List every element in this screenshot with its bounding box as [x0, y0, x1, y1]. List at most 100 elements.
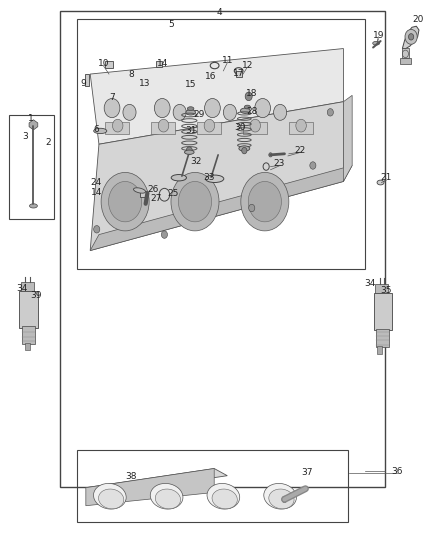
Text: 4: 4	[216, 8, 222, 17]
Polygon shape	[29, 120, 38, 130]
Circle shape	[204, 119, 215, 132]
Bar	[21, 282, 34, 292]
Ellipse shape	[186, 110, 195, 115]
Ellipse shape	[205, 175, 224, 182]
Bar	[402, 48, 410, 58]
Circle shape	[223, 104, 237, 120]
Text: 12: 12	[242, 61, 253, 70]
Ellipse shape	[207, 483, 240, 509]
Text: 27: 27	[150, 194, 161, 203]
Circle shape	[242, 148, 247, 154]
Text: 25: 25	[167, 189, 179, 198]
Text: 16: 16	[205, 71, 216, 80]
Ellipse shape	[171, 174, 187, 181]
Bar	[19, 292, 38, 328]
Ellipse shape	[240, 108, 250, 114]
Text: 20: 20	[412, 15, 424, 24]
Text: 23: 23	[274, 159, 285, 168]
Text: 34: 34	[16, 284, 27, 293]
Circle shape	[241, 172, 289, 231]
Bar	[21, 326, 35, 344]
Text: 26: 26	[147, 185, 158, 194]
Circle shape	[249, 204, 255, 212]
Circle shape	[405, 29, 417, 44]
Circle shape	[327, 109, 333, 116]
Text: 19: 19	[373, 31, 384, 40]
Bar	[85, 74, 89, 86]
Circle shape	[113, 119, 123, 132]
Polygon shape	[343, 95, 352, 181]
Bar	[376, 329, 389, 348]
Text: 3: 3	[23, 132, 28, 141]
Ellipse shape	[99, 489, 124, 509]
Text: 35: 35	[380, 286, 392, 295]
Circle shape	[123, 104, 136, 120]
Circle shape	[104, 99, 120, 118]
Ellipse shape	[264, 483, 297, 509]
Ellipse shape	[134, 188, 145, 193]
Bar	[77, 19, 365, 269]
Polygon shape	[90, 165, 352, 251]
Circle shape	[269, 153, 272, 157]
Text: 9: 9	[80, 78, 86, 87]
Circle shape	[101, 172, 149, 231]
Ellipse shape	[187, 107, 194, 110]
Circle shape	[173, 104, 186, 120]
Bar	[77, 450, 348, 522]
Circle shape	[274, 104, 287, 120]
Text: 2: 2	[45, 138, 51, 147]
Circle shape	[158, 119, 169, 132]
Circle shape	[248, 181, 282, 222]
Ellipse shape	[377, 180, 384, 185]
Circle shape	[161, 231, 167, 238]
Text: 11: 11	[222, 56, 233, 64]
Text: 33: 33	[204, 173, 215, 182]
Text: 21: 21	[381, 173, 392, 182]
Circle shape	[310, 162, 316, 169]
Polygon shape	[403, 26, 419, 49]
Circle shape	[94, 225, 100, 233]
Ellipse shape	[155, 489, 180, 509]
Circle shape	[186, 147, 192, 155]
Text: 14: 14	[156, 59, 168, 68]
Bar	[236, 71, 242, 77]
Text: 36: 36	[392, 467, 403, 475]
Bar	[106, 61, 113, 68]
Circle shape	[178, 181, 212, 222]
Bar	[25, 343, 29, 350]
Bar	[289, 122, 313, 134]
Ellipse shape	[29, 204, 37, 208]
Text: 8: 8	[128, 70, 134, 78]
Text: 7: 7	[109, 93, 115, 102]
Bar	[60, 11, 385, 487]
Text: 22: 22	[294, 146, 305, 155]
Bar	[9, 115, 54, 219]
Text: 34: 34	[364, 279, 375, 288]
Ellipse shape	[94, 128, 107, 134]
Bar	[243, 122, 267, 134]
Bar	[374, 293, 392, 330]
Text: 28: 28	[246, 107, 258, 116]
Text: 37: 37	[301, 469, 313, 477]
Ellipse shape	[212, 489, 237, 509]
Bar	[155, 61, 162, 67]
Polygon shape	[90, 102, 343, 251]
Polygon shape	[86, 469, 227, 495]
Text: 14: 14	[91, 188, 102, 197]
Polygon shape	[90, 49, 343, 144]
Bar	[140, 191, 146, 197]
Bar	[151, 122, 175, 134]
Bar	[106, 122, 130, 134]
Circle shape	[245, 92, 252, 101]
Text: 10: 10	[98, 59, 109, 68]
Ellipse shape	[184, 150, 194, 155]
Text: 39: 39	[31, 291, 42, 300]
Circle shape	[296, 119, 306, 132]
Circle shape	[171, 172, 219, 231]
Bar	[375, 284, 389, 293]
Text: 17: 17	[233, 69, 244, 78]
Bar	[400, 58, 411, 64]
Text: 5: 5	[168, 20, 174, 29]
Text: 1: 1	[28, 114, 33, 123]
Text: 15: 15	[185, 79, 196, 88]
